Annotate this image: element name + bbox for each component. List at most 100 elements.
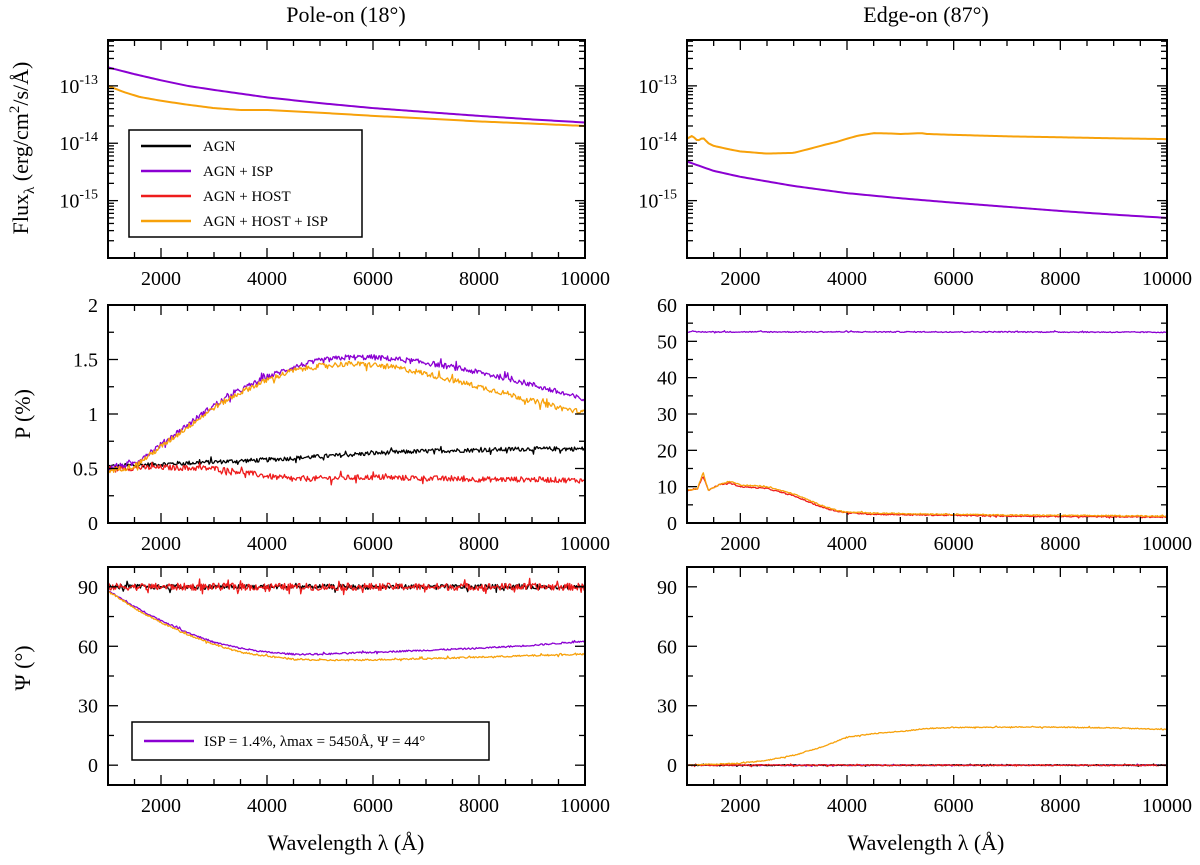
y-tick-label: 10-14 <box>638 130 677 155</box>
x-tick-label: 6000 <box>934 795 974 817</box>
y-tick-label: 90 <box>657 577 677 599</box>
series-line-agn-host <box>687 476 1167 519</box>
xlabel-pole: Wavelength λ (Å) <box>268 830 425 855</box>
x-tick-label: 8000 <box>459 795 499 817</box>
plot-area <box>108 354 585 486</box>
x-tick-label: 10000 <box>1142 795 1192 817</box>
plot-area <box>108 577 585 662</box>
panel-flux-pole-on: 2000 4000 6000 8000 10000 10-13 10-14 10-15 AGN A… <box>59 39 610 290</box>
legend-label: AGN + ISP <box>203 164 273 180</box>
col-title-pole-on: Pole-on (18°) <box>286 2 405 27</box>
y-tick-label: 60 <box>657 295 677 317</box>
plot-area <box>687 132 1167 219</box>
x-tick-label: 8000 <box>1040 533 1080 555</box>
series-line-agn-isp <box>108 590 585 656</box>
series-line-agn <box>108 445 585 469</box>
x-tick-label: 8000 <box>1040 268 1080 290</box>
x-tick-label: 2000 <box>141 533 181 555</box>
y-tick-label: 60 <box>78 636 98 658</box>
y-tick-label: 20 <box>657 440 677 462</box>
angle-ylabel: Ψ (°) <box>10 645 35 690</box>
x-tick-label: 8000 <box>459 268 499 290</box>
panel-polarization-edge-on: 2000 4000 6000 8000 10000 0 10 20 30 40 50 60 <box>657 295 1192 555</box>
flux-ylabel: Fluxλ (erg/cm2/s/Å) <box>7 62 38 235</box>
y-tick-label: 10-15 <box>59 188 98 213</box>
x-tick-label: 6000 <box>934 268 974 290</box>
x-tick-label: 10000 <box>560 533 610 555</box>
x-tick-label: 4000 <box>247 533 287 555</box>
series-line-agn-host-isp <box>687 725 1167 767</box>
panel-flux-edge-on: 2000 4000 6000 8000 10000 10-13 10-14 10-15 <box>638 39 1192 290</box>
x-tick-label: 2000 <box>720 795 760 817</box>
legend-label: AGN + HOST <box>203 189 291 205</box>
series-line-agn-host-isp <box>108 590 585 662</box>
legend <box>128 129 363 238</box>
y-tick-label: 60 <box>657 636 677 658</box>
y-tick-label: 90 <box>78 577 98 599</box>
plot-frame <box>107 304 586 524</box>
x-tick-label: 2000 <box>141 795 181 817</box>
x-tick-label: 6000 <box>353 795 393 817</box>
plot-frame <box>686 566 1168 786</box>
legend-label: AGN + HOST + ISP <box>203 214 328 230</box>
x-tick-label: 2000 <box>720 533 760 555</box>
series-line-agn-host-isp <box>108 360 585 474</box>
y-tick-label: 1.5 <box>73 350 98 372</box>
x-tick-label: 6000 <box>353 533 393 555</box>
y-tick-label: 1 <box>88 404 98 426</box>
xlabel-edge: Wavelength λ (Å) <box>848 830 1005 855</box>
y-tick-label: 10 <box>657 477 677 499</box>
y-tick-label: 30 <box>78 696 98 718</box>
series-line-agn-host-isp <box>687 472 1167 518</box>
series-line-agn-host <box>687 763 1167 768</box>
panel-polarization-pole-on: 2000 4000 6000 8000 10000 0 0.5 1 1.5 2 <box>73 295 610 555</box>
plot-area <box>108 66 585 127</box>
x-tick-label: 4000 <box>247 795 287 817</box>
series-line-agn-host <box>108 577 585 596</box>
y-tick-label: 0 <box>88 755 98 777</box>
y-tick-label: 0 <box>667 513 677 535</box>
y-tick-label: 10-13 <box>59 73 98 98</box>
x-tick-label: 4000 <box>247 268 287 290</box>
y-tick-label: 10-13 <box>638 73 677 98</box>
y-tick-label: 30 <box>657 404 677 426</box>
series-line-agn-host <box>108 461 585 486</box>
x-tick-label: 4000 <box>827 268 867 290</box>
y-tick-label: 0 <box>667 755 677 777</box>
x-tick-label: 2000 <box>720 268 760 290</box>
x-tick-label: 8000 <box>1040 795 1080 817</box>
plot-area <box>687 330 1167 519</box>
x-tick-label: 10000 <box>1142 533 1192 555</box>
y-tick-label: 40 <box>657 368 677 390</box>
x-tick-label: 10000 <box>1142 268 1192 290</box>
pol-ylabel: P (%) <box>10 389 35 439</box>
x-tick-label: 8000 <box>459 533 499 555</box>
series-line-agn-isp <box>108 354 585 471</box>
y-tick-label: 10-15 <box>638 188 677 213</box>
y-tick-label: 50 <box>657 331 677 353</box>
plot-area <box>687 725 1167 768</box>
x-tick-label: 4000 <box>827 533 867 555</box>
y-tick-label: 10-14 <box>59 130 98 155</box>
col-title-edge-on: Edge-on (87°) <box>863 2 988 27</box>
x-tick-label: 10000 <box>560 795 610 817</box>
x-tick-label: 2000 <box>141 268 181 290</box>
x-tick-label: 4000 <box>827 795 867 817</box>
plot-frame <box>686 304 1168 524</box>
y-tick-label: 0 <box>88 513 98 535</box>
series-line-agn-host-isp <box>108 84 585 127</box>
panel-angle-edge-on: 2000 4000 6000 8000 10000 0 30 60 90 <box>657 566 1192 817</box>
series-line-agn-isp <box>687 160 1167 219</box>
plot-frame <box>686 39 1168 259</box>
legend-label: AGN <box>203 139 236 155</box>
series-line-agn-isp <box>108 66 585 124</box>
y-tick-label: 2 <box>88 295 98 317</box>
isp-annotation-label: ISP = 1.4%, λmax = 5450Å, Ψ = 44° <box>204 734 425 750</box>
series-line-agn-host-isp <box>687 132 1167 155</box>
x-tick-label: 10000 <box>560 268 610 290</box>
y-tick-label: 0.5 <box>73 459 98 481</box>
x-tick-label: 6000 <box>934 533 974 555</box>
series-line-agn-isp <box>687 330 1167 334</box>
x-tick-label: 6000 <box>353 268 393 290</box>
